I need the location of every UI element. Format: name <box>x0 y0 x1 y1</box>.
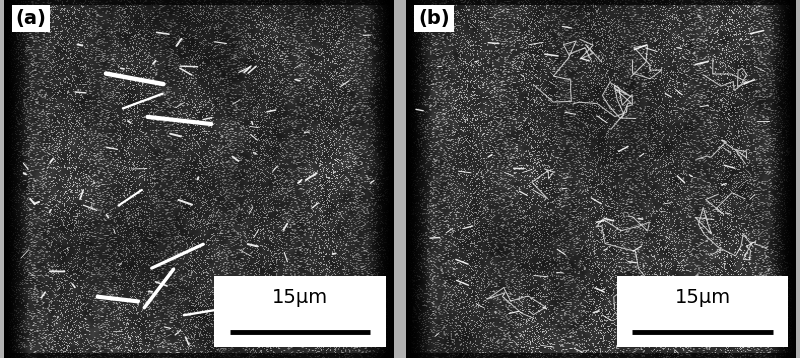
Text: 15μm: 15μm <box>272 287 328 307</box>
Text: (a): (a) <box>16 9 46 28</box>
Text: 15μm: 15μm <box>674 287 730 307</box>
Bar <box>617 276 788 347</box>
Bar <box>214 276 386 347</box>
Text: (b): (b) <box>418 9 450 28</box>
